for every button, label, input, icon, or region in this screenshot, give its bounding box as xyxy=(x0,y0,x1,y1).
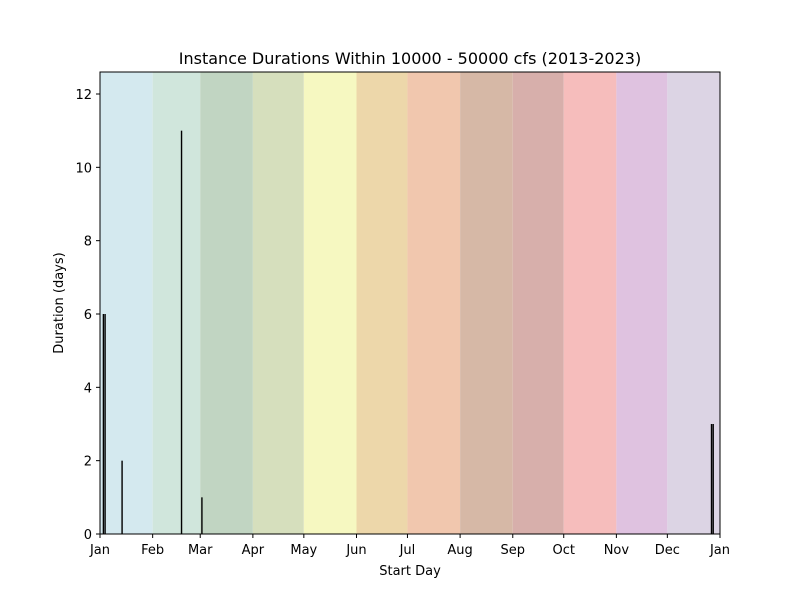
month-band xyxy=(303,72,357,534)
month-band xyxy=(407,72,461,534)
month-band xyxy=(563,72,617,534)
x-axis: Jan Feb Mar Apr May Jun Jul Aug Sep Oct Nov Dec Jan xyxy=(89,534,730,558)
month-band xyxy=(100,72,153,534)
duration-bar xyxy=(201,497,203,534)
x-tick-label: Sep xyxy=(501,543,526,558)
y-tick-label: 12 xyxy=(75,88,92,103)
x-tick-label: Aug xyxy=(447,543,472,558)
month-band xyxy=(460,72,513,534)
x-axis-label: Start Day xyxy=(379,564,441,579)
month-band xyxy=(252,72,304,534)
y-tick-label: 4 xyxy=(84,381,92,396)
duration-bar xyxy=(180,130,183,534)
y-axis: 0 2 4 6 8 10 12 xyxy=(75,88,100,543)
y-tick-label: 0 xyxy=(84,528,92,543)
chart-title: Instance Durations Within 10000 - 50000 … xyxy=(179,49,641,68)
y-axis-label: Duration (days) xyxy=(52,252,67,353)
x-tick-label: May xyxy=(290,543,317,558)
x-tick-label: Jan xyxy=(709,543,730,558)
month-bands xyxy=(100,72,720,534)
y-tick-label: 2 xyxy=(84,455,92,470)
month-band xyxy=(512,72,564,534)
y-tick-label: 8 xyxy=(84,235,92,250)
duration-bar xyxy=(710,424,713,534)
x-tick-label: Dec xyxy=(655,543,680,558)
bars xyxy=(102,130,714,534)
x-tick-label: Mar xyxy=(188,543,213,558)
x-tick-label: Oct xyxy=(552,543,574,558)
x-tick-label: Apr xyxy=(242,543,265,558)
month-band xyxy=(356,72,408,534)
duration-bar xyxy=(102,314,105,534)
duration-bar xyxy=(712,424,714,534)
x-tick-label: Jul xyxy=(399,543,416,558)
month-band xyxy=(152,72,201,534)
plot-frame xyxy=(99,71,721,535)
duration-bar xyxy=(104,314,106,534)
x-tick-label: Jun xyxy=(345,543,366,558)
x-tick-label: Jan xyxy=(89,543,110,558)
x-tick-label: Feb xyxy=(141,543,164,558)
duration-bar xyxy=(121,460,123,534)
y-tick-label: 6 xyxy=(84,308,92,323)
x-tick-label: Nov xyxy=(604,543,630,558)
month-band xyxy=(616,72,668,534)
month-band xyxy=(200,72,253,534)
y-tick-label: 10 xyxy=(75,161,92,176)
